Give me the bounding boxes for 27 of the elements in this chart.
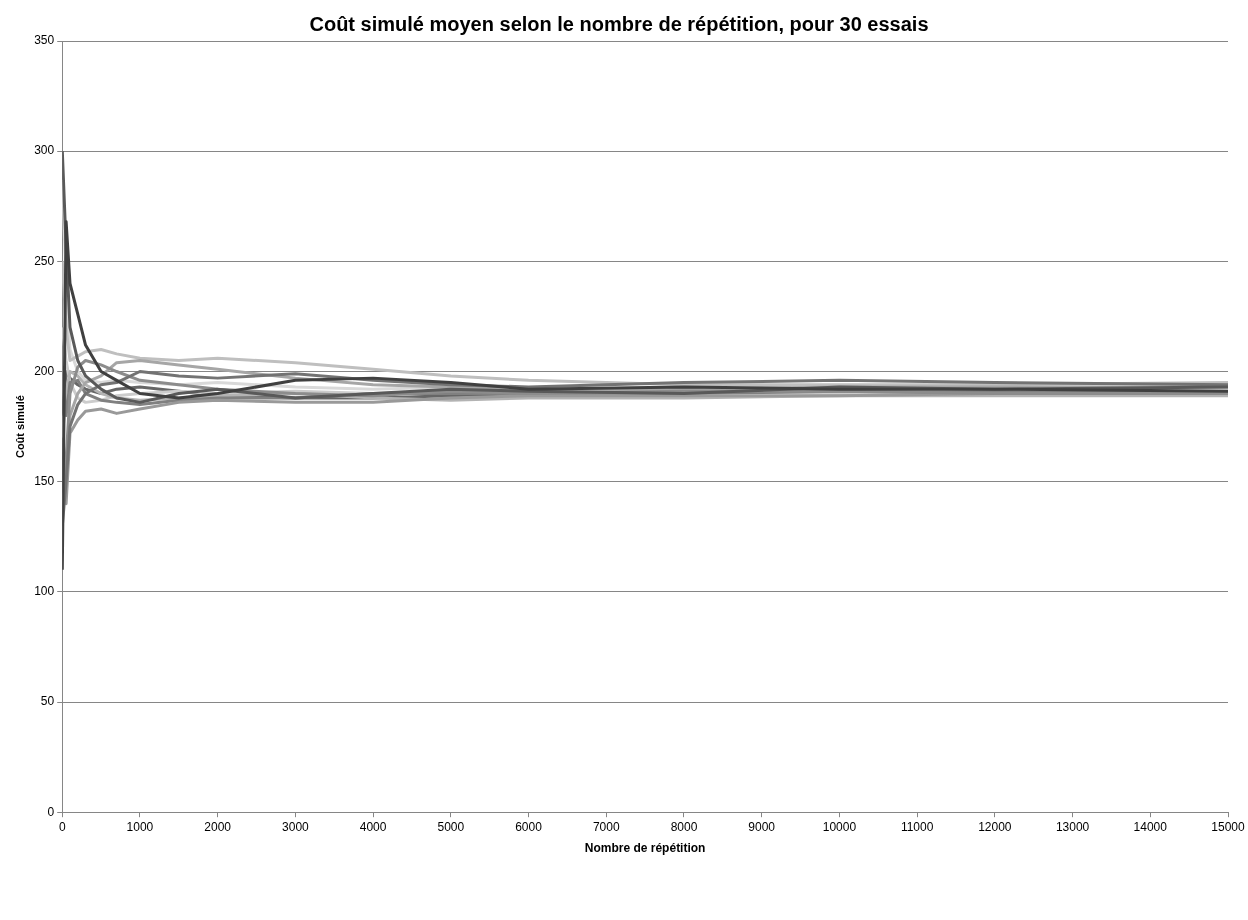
x-tick-label: 9000 — [748, 819, 776, 834]
x-tick-label: 15000 — [1211, 819, 1246, 834]
y-tick-label: 0 — [47, 804, 55, 819]
x-tick-label: 12000 — [978, 819, 1012, 834]
x-tick-label: 14000 — [1133, 819, 1168, 834]
x-tick-label: 10000 — [822, 819, 857, 834]
x-tick-label: 4000 — [359, 819, 387, 834]
x-tick-label: 7000 — [592, 819, 620, 834]
y-tick-label: 200 — [34, 363, 55, 378]
x-tick-label: 3000 — [282, 819, 310, 834]
y-tick-label: 50 — [40, 694, 55, 709]
y-tick-label: 250 — [34, 253, 55, 268]
x-tick-label: 11000 — [900, 819, 934, 834]
y-tick-label: 300 — [34, 143, 55, 158]
x-tick-label: 0 — [58, 819, 66, 834]
x-axis-title: Nombre de répétition — [584, 841, 706, 856]
chart-title: Coût simulé moyen selon le nombre de répétition, pour 30 essais — [309, 12, 929, 35]
y-tick-label: 350 — [34, 33, 55, 48]
y-axis-title: Coût simulé — [13, 395, 26, 459]
x-tick-label: 5000 — [437, 819, 465, 834]
x-tick-label: 2000 — [204, 819, 232, 834]
y-tick-label: 150 — [34, 474, 55, 488]
x-tick-label: 13000 — [1055, 819, 1090, 834]
x-tick-label: 8000 — [670, 819, 698, 834]
y-tick-label: 100 — [34, 584, 55, 599]
x-tick-label: 1000 — [126, 819, 154, 834]
x-tick-label: 6000 — [515, 819, 543, 834]
